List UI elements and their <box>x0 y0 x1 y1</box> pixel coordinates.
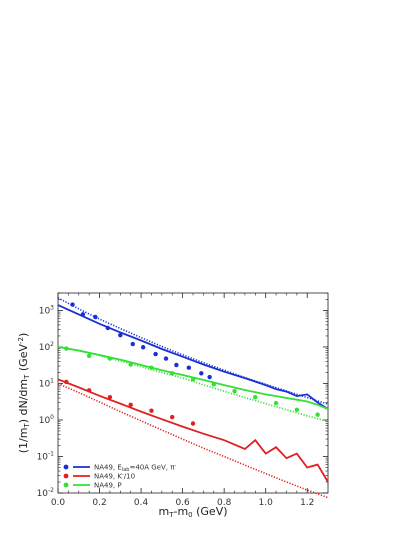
data-point <box>118 332 123 338</box>
legend-label: NA49, K-/10 <box>94 472 135 481</box>
series-solid-curve <box>57 346 329 410</box>
data-point <box>86 388 92 393</box>
data-point <box>80 312 86 317</box>
data-point <box>64 346 69 351</box>
data-point <box>107 356 113 361</box>
series-solid-curve <box>57 378 329 483</box>
data-point <box>211 382 216 387</box>
legend-marker <box>63 464 69 470</box>
data-point <box>93 314 98 320</box>
data-point <box>170 414 175 420</box>
y-tick-label: 102 <box>39 341 54 353</box>
x-axis-label-main: m <box>158 505 169 518</box>
y-tick-label: 103 <box>39 304 54 316</box>
legend-label: NA49, P <box>94 482 122 490</box>
data-point <box>86 353 92 359</box>
series-dotted-curve <box>57 297 329 405</box>
data-point <box>190 377 196 382</box>
y-tick-label: 10-2 <box>37 487 55 499</box>
series-0 <box>57 297 329 410</box>
axis-ticks <box>57 292 328 494</box>
y-axis-label: (1/mT) dN/dmT (GeV-2) <box>17 333 31 454</box>
data-point <box>149 408 154 413</box>
x-tick-labels: 0.0 0.2 0.4 0.6 0.8 1.0 1.2 <box>51 498 315 508</box>
x-axis-label-sub2: 0 <box>188 511 192 519</box>
series-solid-curve <box>57 304 329 410</box>
y-axis-label-c: (GeV <box>17 344 30 375</box>
data-point <box>294 407 300 412</box>
series-layer <box>57 297 329 499</box>
y-tick-labels: 10-2 10-1 100 101 102 103 <box>37 304 55 499</box>
x-tick-label: 0.4 <box>134 498 149 508</box>
x-tick-label: 0.0 <box>51 498 66 508</box>
series-dotted-curve <box>57 346 329 423</box>
y-tick-label: 101 <box>39 377 54 389</box>
data-point <box>153 351 158 357</box>
data-point <box>315 412 320 417</box>
x-tick-label: 0.8 <box>217 498 232 508</box>
data-point <box>186 365 192 370</box>
y-axis-label-sub-b: T <box>23 374 31 380</box>
x-tick-label: 0.6 <box>175 498 190 508</box>
data-point <box>190 421 196 426</box>
x-axis-label-sub1: T <box>168 511 174 519</box>
data-point <box>253 395 258 400</box>
x-axis-label-unit: (GeV) <box>193 505 228 518</box>
legend-label: NA49, Elab=40A GeV, π- <box>94 463 176 474</box>
y-tick-label: 100 <box>39 414 54 426</box>
x-tick-label: 0.2 <box>92 498 106 508</box>
series-1 <box>57 378 329 499</box>
y-axis-label-sup: -2 <box>17 337 25 344</box>
y-tick-label: 10-1 <box>37 450 55 462</box>
legend-marker <box>63 473 69 479</box>
data-point <box>170 371 175 376</box>
data-point <box>207 374 212 380</box>
data-point <box>128 402 133 408</box>
series-2 <box>57 346 329 423</box>
legend-marker <box>63 482 69 488</box>
data-point <box>273 400 279 406</box>
x-tick-label: 1.2 <box>300 498 314 508</box>
data-point <box>199 371 204 376</box>
data-point <box>64 379 69 385</box>
data-point <box>174 362 179 368</box>
x-axis-label: mT-m0 (GeV) <box>158 505 227 519</box>
y-axis-label-a: (1/m <box>17 428 30 454</box>
data-point <box>163 356 169 361</box>
data-point <box>70 302 75 307</box>
y-axis-label-sub-a: T <box>23 423 31 429</box>
y-axis-label-d: ) <box>17 333 30 337</box>
data-point <box>105 325 111 331</box>
data-point <box>232 388 237 394</box>
data-point <box>130 341 135 347</box>
data-point <box>140 345 146 350</box>
data-point <box>128 362 133 367</box>
data-point <box>107 395 113 400</box>
data-point <box>149 365 154 370</box>
x-axis-label-mid: -m <box>173 505 188 518</box>
x-tick-label: 1.0 <box>259 498 274 508</box>
y-axis-label-b: ) dN/dm <box>17 379 30 423</box>
